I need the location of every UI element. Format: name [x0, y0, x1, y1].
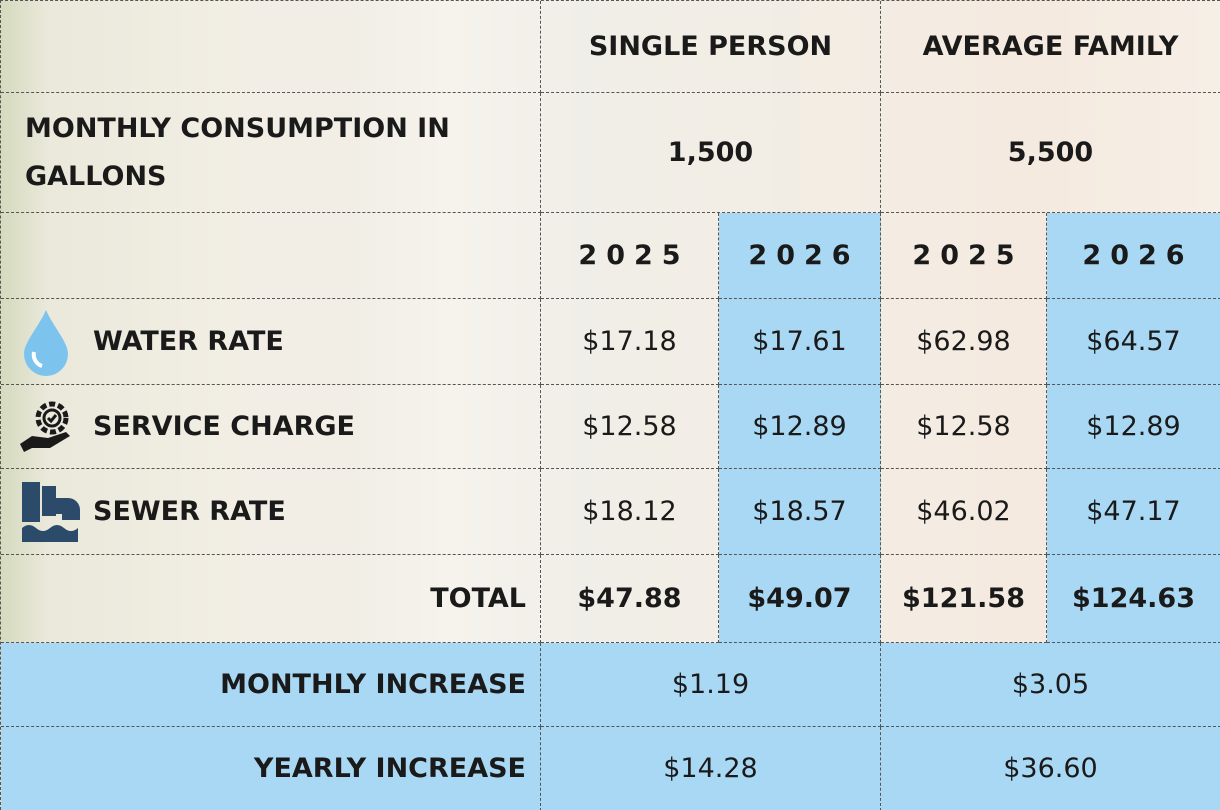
rate-value-text: $47.17: [1086, 496, 1180, 527]
rate-value: $12.89: [1047, 385, 1220, 469]
corner-cell: [1, 1, 541, 93]
rate-value-text: $46.02: [916, 496, 1010, 527]
year-header-text: 2026: [748, 240, 859, 271]
year-header-text: 2025: [578, 240, 689, 271]
year-header: 2025: [881, 213, 1047, 299]
consumption-value: 5,500: [881, 93, 1220, 213]
total-value-text: $47.88: [577, 583, 681, 614]
increase-label: YEARLY INCREASE: [1, 727, 541, 810]
rate-value: $62.98: [881, 299, 1047, 385]
total-value: $49.07: [719, 555, 881, 643]
increase-value-text: $1.19: [672, 669, 749, 700]
rate-value-text: $18.57: [752, 496, 846, 527]
rate-value: $18.12: [541, 469, 719, 555]
rate-value: $46.02: [881, 469, 1047, 555]
increase-value: $1.19: [541, 643, 881, 727]
group-header-text: SINGLE PERSON: [589, 31, 832, 62]
consumption-value-text: 1,500: [668, 137, 753, 168]
consumption-value-text: 5,500: [1008, 137, 1093, 168]
year-header: 2026: [1047, 213, 1220, 299]
rate-value-text: $12.89: [1086, 411, 1180, 442]
group-header: AVERAGE FAMILY: [881, 1, 1220, 93]
increase-value: $3.05: [881, 643, 1220, 727]
increase-value-text: $3.05: [1012, 669, 1089, 700]
rate-value-text: $17.18: [582, 326, 676, 357]
increase-value-text: $14.28: [663, 753, 757, 784]
year-header-text: 2026: [1082, 240, 1193, 271]
row-label: SEWER RATE: [1, 469, 541, 555]
year-header-text: 2025: [912, 240, 1023, 271]
increase-label: MONTHLY INCREASE: [1, 643, 541, 727]
row-label: SERVICE CHARGE: [1, 385, 541, 469]
total-value: $121.58: [881, 555, 1047, 643]
row-label: WATER RATE: [1, 299, 541, 385]
total-value-text: $49.07: [747, 583, 851, 614]
total-value-text: $124.63: [1072, 583, 1195, 614]
total-label-text: TOTAL: [430, 583, 526, 614]
rate-value: $18.57: [719, 469, 881, 555]
sewer-icon: [20, 480, 82, 544]
total-label: TOTAL: [1, 555, 541, 643]
rate-value-text: $12.89: [752, 411, 846, 442]
row-label-text: SERVICE CHARGE: [93, 411, 355, 442]
group-header: SINGLE PERSON: [541, 1, 881, 93]
rate-value: $17.61: [719, 299, 881, 385]
increase-value-text: $36.60: [1003, 753, 1097, 784]
total-value-text: $121.58: [902, 583, 1025, 614]
rate-value: $12.58: [881, 385, 1047, 469]
row-label-text: SEWER RATE: [93, 496, 286, 527]
rate-value: $47.17: [1047, 469, 1220, 555]
increase-label-text: YEARLY INCREASE: [254, 753, 526, 784]
group-header-text: AVERAGE FAMILY: [923, 31, 1179, 62]
service-icon: [18, 398, 76, 454]
blank-cell: [1, 213, 541, 299]
total-value: $47.88: [541, 555, 719, 643]
year-header: 2026: [719, 213, 881, 299]
increase-value: $36.60: [881, 727, 1220, 810]
rate-value: $12.58: [541, 385, 719, 469]
rate-value: $12.89: [719, 385, 881, 469]
rate-value-text: $12.58: [916, 411, 1010, 442]
year-header: 2025: [541, 213, 719, 299]
increase-value: $14.28: [541, 727, 881, 810]
rate-value-text: $64.57: [1086, 326, 1180, 357]
total-value: $124.63: [1047, 555, 1220, 643]
rate-value-text: $17.61: [752, 326, 846, 357]
row-label-text: WATER RATE: [93, 326, 284, 357]
consumption-value: 1,500: [541, 93, 881, 213]
rate-value-text: $62.98: [916, 326, 1010, 357]
rate-value-text: $12.58: [582, 411, 676, 442]
rate-table: SINGLE PERSON AVERAGE FAMILY MONTHLY CONSU…: [0, 0, 1220, 810]
rate-value-text: $18.12: [582, 496, 676, 527]
row-label: MONTHLY CONSUMPTION IN GALLONS: [1, 93, 541, 213]
rate-value: $17.18: [541, 299, 719, 385]
rate-value: $64.57: [1047, 299, 1220, 385]
water-drop-icon: [20, 308, 72, 376]
row-label-text: MONTHLY CONSUMPTION IN GALLONS: [25, 105, 465, 201]
page: SINGLE PERSON AVERAGE FAMILY MONTHLY CONSU…: [0, 0, 1220, 810]
increase-label-text: MONTHLY INCREASE: [220, 669, 526, 700]
